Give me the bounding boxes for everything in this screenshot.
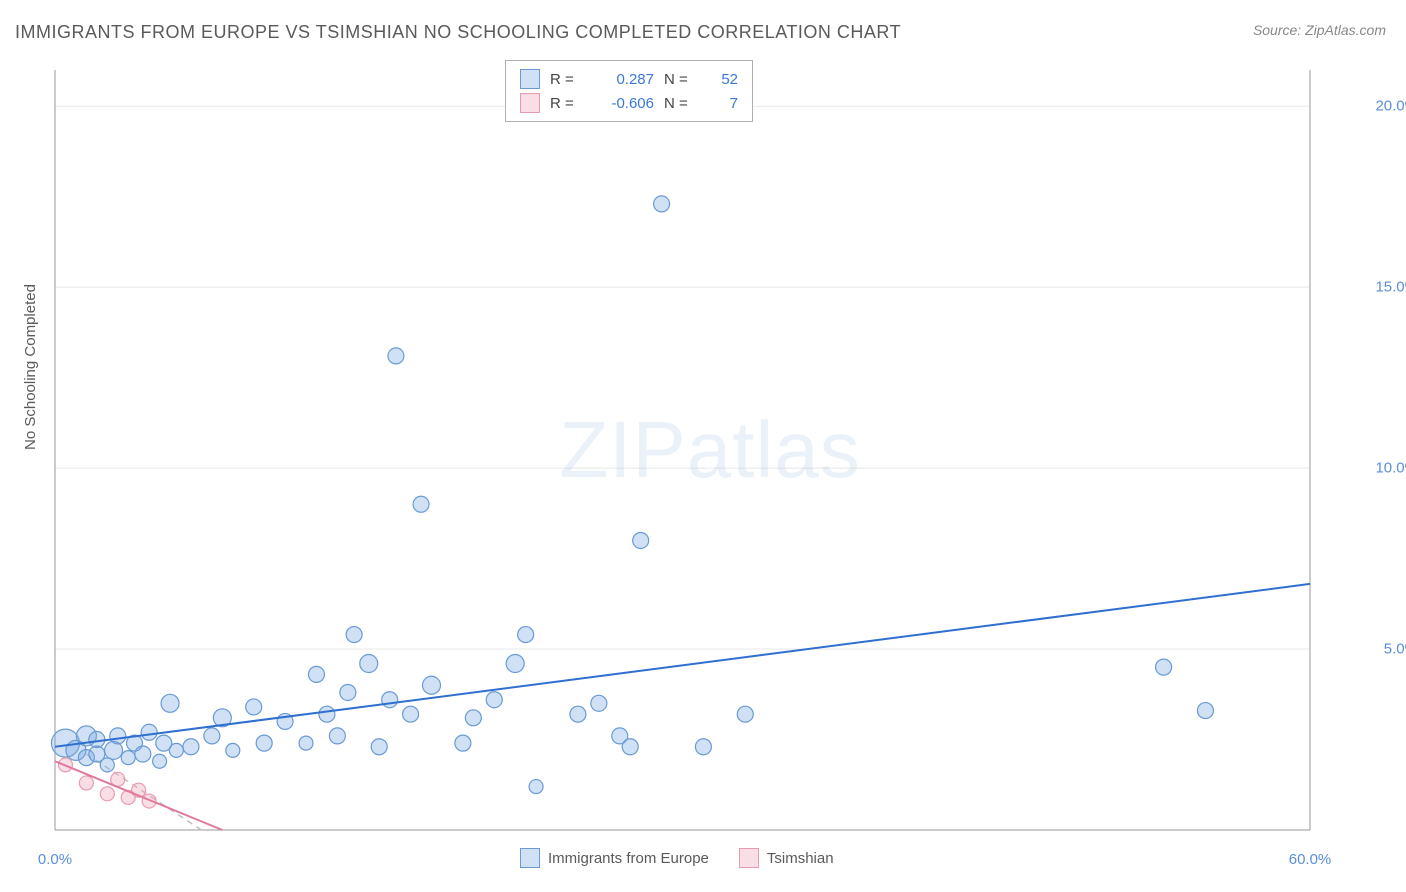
chart-container: IMMIGRANTS FROM EUROPE VS TSIMSHIAN NO S… — [0, 0, 1406, 892]
r-value-1: 0.287 — [594, 71, 654, 88]
swatch-series1 — [520, 69, 540, 89]
legend-label-2: Tsimshian — [767, 850, 834, 867]
legend-label-1: Immigrants from Europe — [548, 850, 709, 867]
x-tick-label: 60.0% — [1289, 851, 1332, 868]
swatch-series2-bottom — [739, 848, 759, 868]
swatch-series2 — [520, 93, 540, 113]
n-label-2: N = — [664, 95, 698, 112]
chart-title: IMMIGRANTS FROM EUROPE VS TSIMSHIAN NO S… — [15, 22, 901, 43]
legend-item-2: Tsimshian — [739, 848, 834, 868]
legend-row-2: R = -0.606 N = 7 — [520, 91, 738, 115]
n-label: N = — [664, 71, 698, 88]
scatter-chart-svg — [50, 60, 1370, 840]
series-legend: Immigrants from Europe Tsimshian — [520, 848, 834, 868]
r-value-2: -0.606 — [594, 95, 654, 112]
correlation-legend: R = 0.287 N = 52 R = -0.606 N = 7 — [505, 60, 753, 122]
plot-area: ZIPatlas R = 0.287 N = 52 R = -0.606 N =… — [50, 60, 1370, 840]
r-label-2: R = — [550, 95, 584, 112]
n-value-2: 7 — [708, 95, 738, 112]
legend-row-1: R = 0.287 N = 52 — [520, 67, 738, 91]
x-tick-label: 0.0% — [38, 851, 72, 868]
legend-item-1: Immigrants from Europe — [520, 848, 709, 868]
y-axis-label: No Schooling Completed — [22, 284, 39, 450]
y-tick-label: 20.0% — [1375, 98, 1406, 115]
y-tick-label: 5.0% — [1384, 641, 1406, 658]
swatch-series1-bottom — [520, 848, 540, 868]
y-tick-label: 10.0% — [1375, 460, 1406, 477]
r-label: R = — [550, 71, 584, 88]
y-tick-label: 15.0% — [1375, 279, 1406, 296]
source-attribution: Source: ZipAtlas.com — [1253, 22, 1386, 38]
n-value-1: 52 — [708, 71, 738, 88]
